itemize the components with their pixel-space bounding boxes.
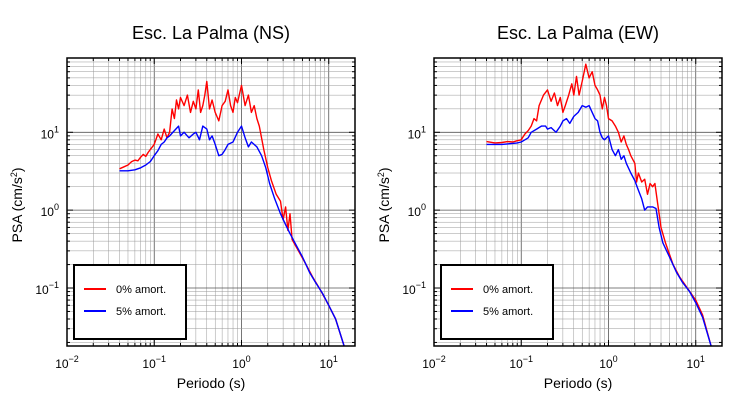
- legend-label-0pct: 0% amort.: [116, 284, 166, 296]
- x-tick-label: 101: [687, 354, 705, 371]
- y-tick-label: 101: [408, 124, 426, 141]
- tick-labels: 10−2 10−1 100 101 10−1 100 101: [35, 124, 338, 371]
- axis-ticks: [66, 57, 356, 346]
- series-line-5pct: [119, 125, 345, 347]
- chart-title: Esc. La Palma (EW): [497, 23, 659, 43]
- legend-label-0pct: 0% amort.: [483, 284, 533, 296]
- series-line-0pct: [486, 63, 712, 347]
- x-tick-label: 10−1: [142, 354, 166, 371]
- series-layer: [486, 63, 712, 347]
- x-tick-label: 10−1: [509, 354, 533, 371]
- legend-box: [73, 264, 187, 340]
- series-line-5pct: [486, 104, 712, 347]
- x-tick-label: 101: [320, 354, 338, 371]
- x-tick-label: 100: [599, 354, 617, 371]
- y-axis-label: PSA (cm/s2): [9, 167, 25, 242]
- legend-label-5pct: 5% amort.: [116, 306, 166, 318]
- x-tick-label: 10−2: [422, 354, 446, 371]
- legend: 0% amort. 5% amort.: [440, 264, 554, 340]
- x-axis-label: Periodo (s): [177, 375, 245, 391]
- axis-ticks: [433, 57, 723, 346]
- y-tick-label: 10−1: [35, 280, 59, 297]
- series-layer: [119, 80, 345, 347]
- tick-labels: 10−2 10−1 100 101 10−1 100 101: [402, 124, 705, 371]
- y-tick-label: 10−1: [402, 280, 426, 297]
- x-tick-label: 10−2: [55, 354, 79, 371]
- plot-frame: [433, 57, 723, 347]
- y-tick-label: 100: [408, 202, 426, 219]
- y-tick-label: 100: [41, 202, 59, 219]
- legend-box: [440, 264, 554, 340]
- y-tick-label: 101: [41, 124, 59, 141]
- plot-frame: [66, 57, 356, 347]
- chart-panel-ew: Esc. La Palma (EW) 10−2 10−1 100 101 10−1 100…: [376, 23, 723, 391]
- x-axis-label: Periodo (s): [544, 375, 612, 391]
- x-tick-label: 100: [232, 354, 250, 371]
- y-axis-label: PSA (cm/s2): [376, 167, 392, 242]
- chart-panel-ns: Esc. La Palma (NS) 10−2 10−1 100 101 10−1 100…: [9, 23, 356, 391]
- legend-label-5pct: 5% amort.: [483, 306, 533, 318]
- chart-title: Esc. La Palma (NS): [132, 23, 290, 43]
- legend: 0% amort. 5% amort.: [73, 264, 187, 340]
